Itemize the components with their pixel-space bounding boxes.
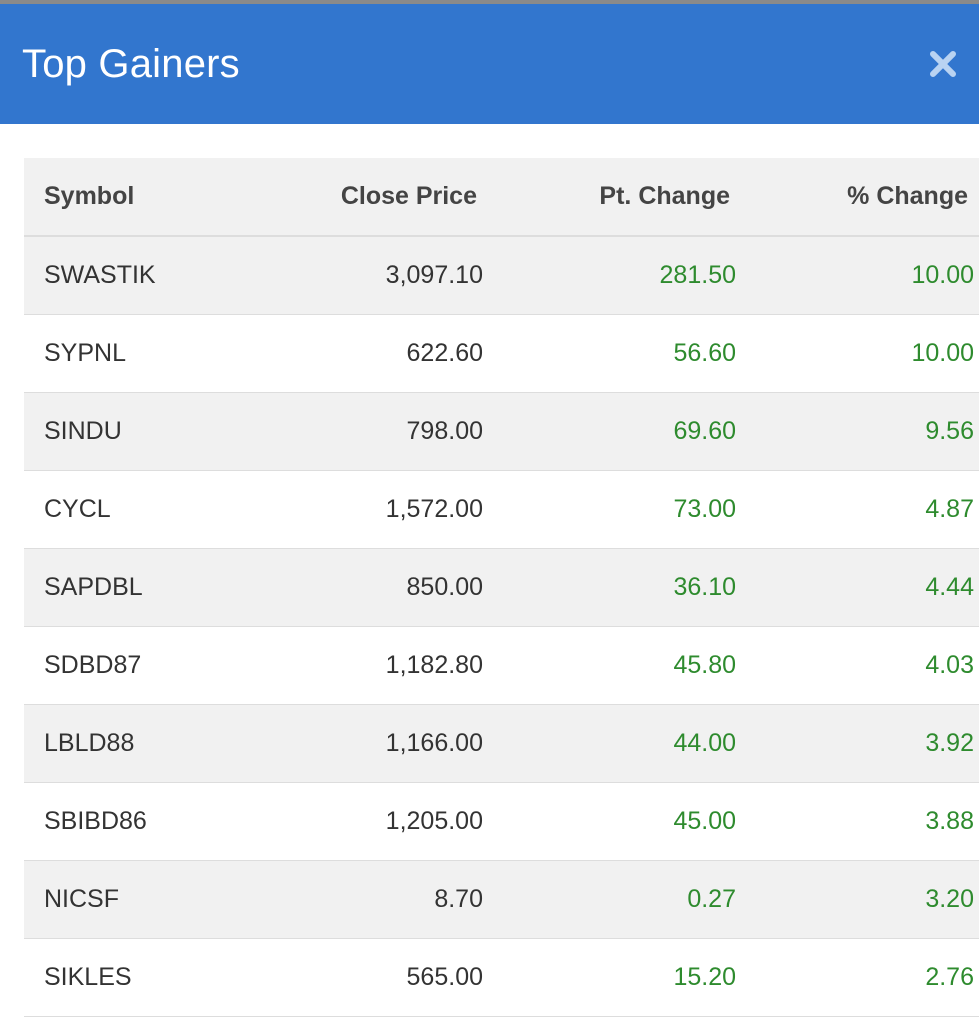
pct-change-cell: 3.88 xyxy=(736,782,979,861)
table-header-row: Symbol Close Price Pt. Change % Change xyxy=(24,158,979,237)
symbol-cell[interactable]: SWASTIK xyxy=(24,236,244,315)
table-row[interactable]: NICSF 8.70 0.27 3.20 xyxy=(24,860,979,939)
symbol-cell[interactable]: SYPNL xyxy=(24,314,244,393)
close-icon xyxy=(930,51,956,77)
symbol-cell[interactable]: SAPDBL xyxy=(24,548,244,627)
column-header-close-price[interactable]: Close Price xyxy=(244,158,483,237)
close-button[interactable] xyxy=(927,48,959,80)
pt-change-cell: 36.10 xyxy=(483,548,736,627)
page-top-strip xyxy=(0,0,979,4)
symbol-cell[interactable]: NICSF xyxy=(24,860,244,939)
close-price-cell: 622.60 xyxy=(244,314,483,393)
table-row[interactable]: LBLD88 1,166.00 44.00 3.92 xyxy=(24,704,979,783)
pt-change-cell: 45.00 xyxy=(483,782,736,861)
table-row[interactable]: SAPDBL 850.00 36.10 4.44 xyxy=(24,548,979,627)
pt-change-cell: 44.00 xyxy=(483,704,736,783)
symbol-cell[interactable]: LBLD88 xyxy=(24,704,244,783)
modal-header: Top Gainers xyxy=(0,4,979,124)
pt-change-cell: 69.60 xyxy=(483,392,736,471)
pt-change-cell: 45.80 xyxy=(483,626,736,705)
gainers-table: Symbol Close Price Pt. Change % Change S… xyxy=(24,158,979,1017)
close-price-cell: 1,166.00 xyxy=(244,704,483,783)
close-price-cell: 1,182.80 xyxy=(244,626,483,705)
pct-change-cell: 10.00 xyxy=(736,314,979,393)
modal-title: Top Gainers xyxy=(22,42,240,86)
pt-change-cell: 15.20 xyxy=(483,938,736,1017)
column-header-symbol[interactable]: Symbol xyxy=(24,158,244,237)
table-row[interactable]: SDBD87 1,182.80 45.80 4.03 xyxy=(24,626,979,705)
pt-change-cell: 281.50 xyxy=(483,236,736,315)
table-row[interactable]: SINDU 798.00 69.60 9.56 xyxy=(24,392,979,471)
close-price-cell: 1,572.00 xyxy=(244,470,483,549)
pt-change-cell: 73.00 xyxy=(483,470,736,549)
symbol-cell[interactable]: SDBD87 xyxy=(24,626,244,705)
pct-change-cell: 4.03 xyxy=(736,626,979,705)
column-header-pct-change[interactable]: % Change xyxy=(736,158,979,237)
close-price-cell: 565.00 xyxy=(244,938,483,1017)
symbol-cell[interactable]: SBIBD86 xyxy=(24,782,244,861)
pct-change-cell: 2.76 xyxy=(736,938,979,1017)
column-header-pt-change[interactable]: Pt. Change xyxy=(483,158,736,237)
gainers-table-container: Symbol Close Price Pt. Change % Change S… xyxy=(24,158,979,1017)
pct-change-cell: 4.87 xyxy=(736,470,979,549)
close-price-cell: 1,205.00 xyxy=(244,782,483,861)
table-row[interactable]: SYPNL 622.60 56.60 10.00 xyxy=(24,314,979,393)
pct-change-cell: 3.20 xyxy=(736,860,979,939)
close-price-cell: 8.70 xyxy=(244,860,483,939)
symbol-cell[interactable]: SIKLES xyxy=(24,938,244,1017)
pt-change-cell: 0.27 xyxy=(483,860,736,939)
close-price-cell: 850.00 xyxy=(244,548,483,627)
close-price-cell: 3,097.10 xyxy=(244,236,483,315)
pt-change-cell: 56.60 xyxy=(483,314,736,393)
table-row[interactable]: SBIBD86 1,205.00 45.00 3.88 xyxy=(24,782,979,861)
pct-change-cell: 3.92 xyxy=(736,704,979,783)
table-row[interactable]: SIKLES 565.00 15.20 2.76 xyxy=(24,938,979,1017)
pct-change-cell: 4.44 xyxy=(736,548,979,627)
symbol-cell[interactable]: CYCL xyxy=(24,470,244,549)
table-row[interactable]: SWASTIK 3,097.10 281.50 10.00 xyxy=(24,236,979,315)
close-price-cell: 798.00 xyxy=(244,392,483,471)
pct-change-cell: 10.00 xyxy=(736,236,979,315)
table-row[interactable]: CYCL 1,572.00 73.00 4.87 xyxy=(24,470,979,549)
pct-change-cell: 9.56 xyxy=(736,392,979,471)
symbol-cell[interactable]: SINDU xyxy=(24,392,244,471)
